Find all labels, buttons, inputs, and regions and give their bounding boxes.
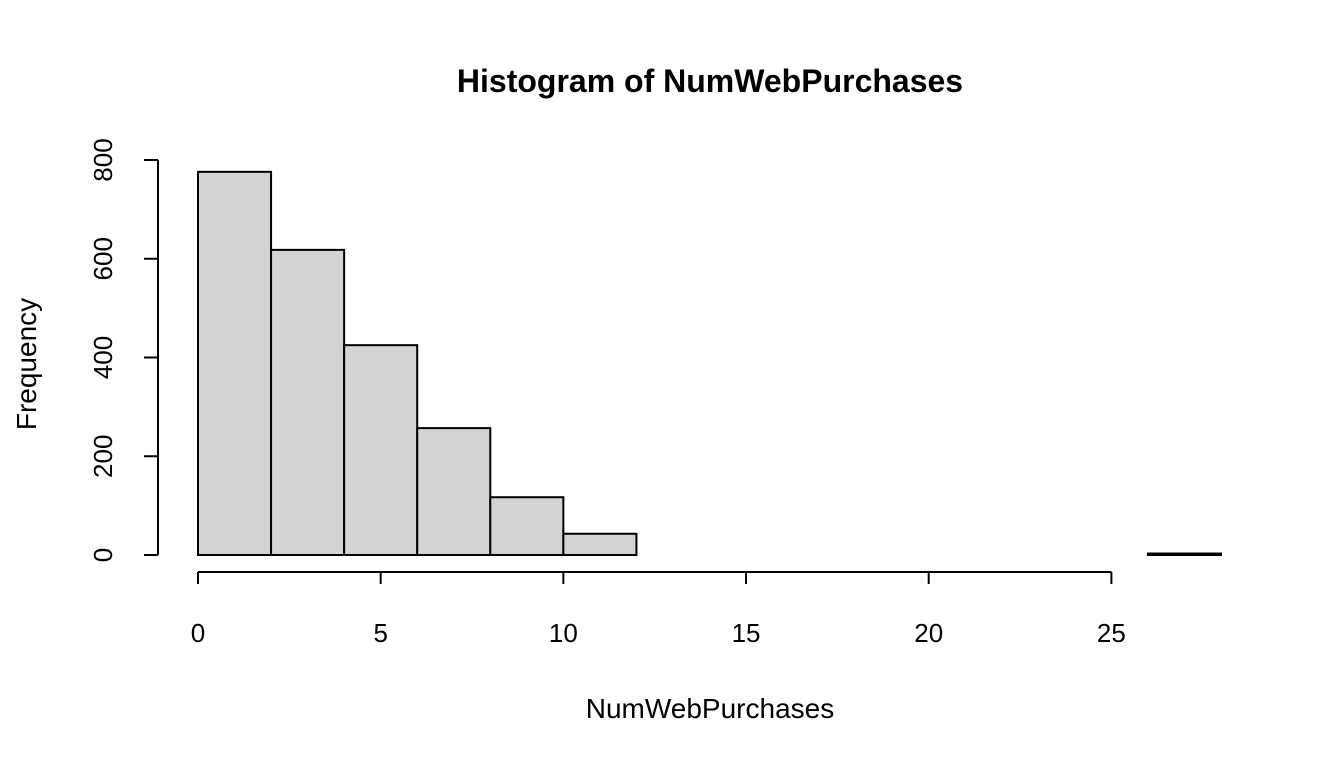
chart-title: Histogram of NumWebPurchases xyxy=(457,63,963,99)
x-tick-label: 5 xyxy=(373,618,387,648)
x-tick-label: 0 xyxy=(191,618,205,648)
histogram-bar xyxy=(1146,552,1223,556)
histogram-bar xyxy=(270,248,346,557)
histogram-bar xyxy=(416,427,492,557)
histogram-bar xyxy=(562,532,638,556)
histogram-bar xyxy=(197,170,273,556)
histogram-bar xyxy=(343,344,419,556)
x-tick-label: 10 xyxy=(549,618,578,648)
histogram-bar xyxy=(489,496,565,557)
x-tick-label: 25 xyxy=(1097,618,1126,648)
x-axis: 0 5 10 15 20 25 xyxy=(191,571,1126,648)
y-tick-label: 600 xyxy=(88,237,118,280)
x-axis-label: NumWebPurchases xyxy=(586,693,834,724)
y-tick-label: 800 xyxy=(88,138,118,181)
y-axis-label: Frequency xyxy=(11,298,42,430)
x-tick-label: 20 xyxy=(914,618,943,648)
y-tick-label: 400 xyxy=(88,336,118,379)
bars-group xyxy=(197,170,1223,557)
y-axis: 0 200 400 600 800 xyxy=(88,138,159,562)
y-tick-label: 0 xyxy=(88,548,118,562)
y-tick-label: 200 xyxy=(88,435,118,478)
x-tick-label: 15 xyxy=(732,618,761,648)
